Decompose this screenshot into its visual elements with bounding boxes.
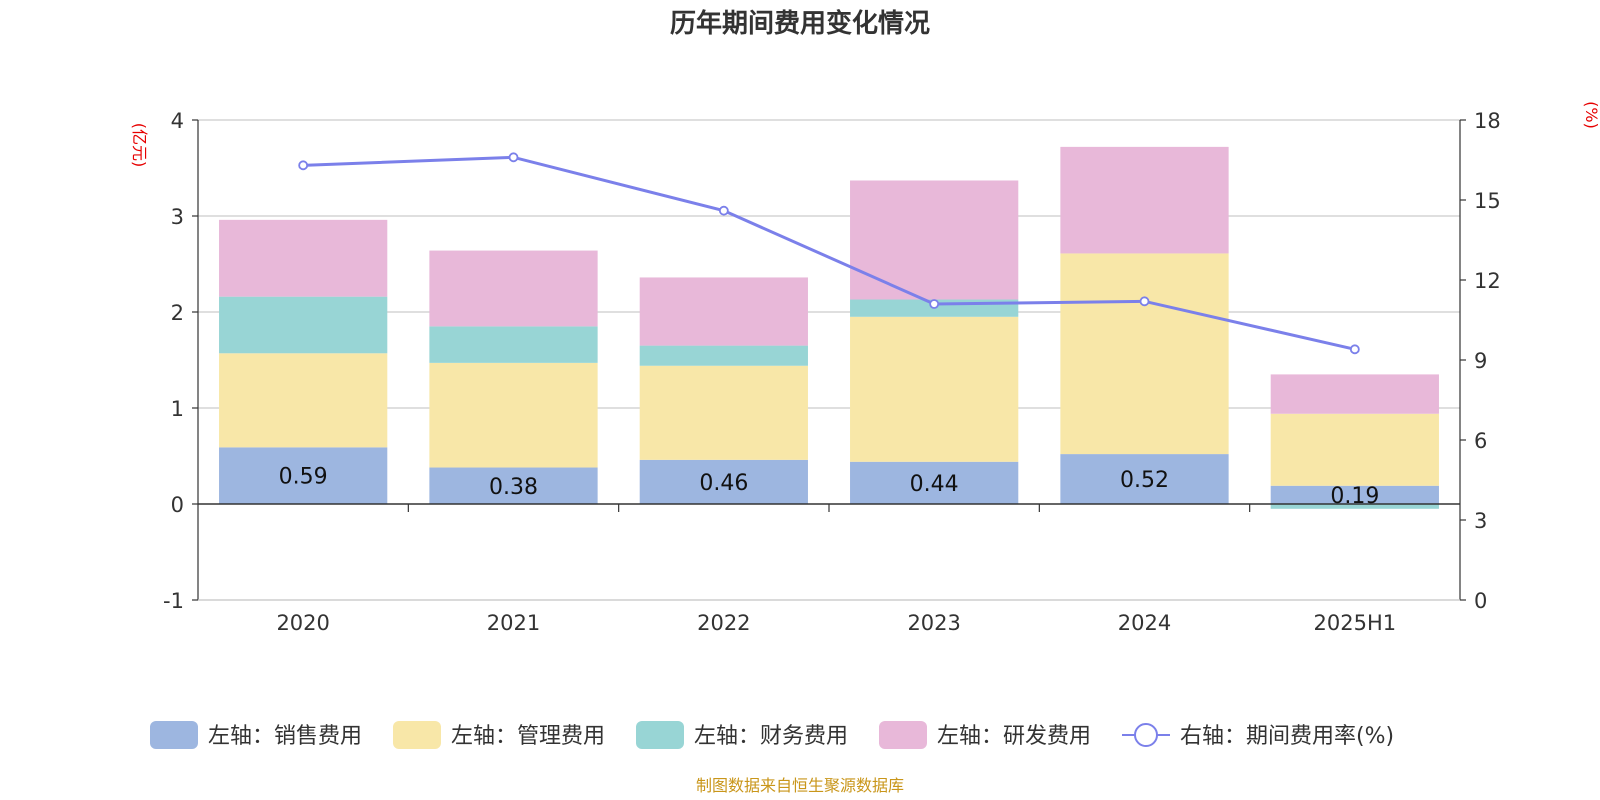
right-axis-unit: (%)	[1582, 101, 1600, 129]
bar-segment	[219, 447, 388, 504]
bar-segment	[1270, 374, 1439, 414]
bar-segment	[219, 219, 388, 297]
left-tick-label: 0	[171, 493, 184, 517]
data-labels: 0.59 0.38 0.46 0.44 0.52 0.19	[279, 465, 1380, 509]
bar-segment	[1060, 253, 1229, 455]
bar-data-label: 0.19	[1330, 484, 1379, 509]
bar-segment	[1270, 504, 1439, 509]
category-label: 2022	[697, 611, 750, 635]
category-label: 2023	[907, 611, 960, 635]
bar-segment	[219, 353, 388, 448]
legend-label: 左轴：研发费用	[937, 724, 1091, 749]
legend-marker	[1134, 723, 1158, 747]
left-axis-unit: (亿元)	[130, 123, 149, 168]
category-label: 2021	[487, 611, 540, 635]
left-tick-label: 1	[171, 397, 184, 421]
line-point	[929, 299, 940, 309]
bar-segment	[219, 296, 388, 354]
left-tick-label: 3	[171, 205, 184, 229]
right-tick-label: 9	[1474, 349, 1487, 373]
bar-layer	[219, 146, 1439, 509]
bar-segment	[1270, 485, 1439, 504]
legend-label: 右轴：期间费用率(%)	[1180, 724, 1394, 749]
bar-segment	[429, 250, 598, 327]
line-point	[508, 152, 519, 163]
line-point	[1349, 344, 1360, 355]
bar-segment	[850, 461, 1019, 504]
left-tick-label: 4	[171, 109, 184, 133]
right-tick-label: 12	[1474, 269, 1501, 293]
category-label: 2025H1	[1314, 611, 1397, 635]
chart-title: 历年期间费用变化情况	[670, 8, 930, 39]
line-point	[298, 160, 309, 171]
right-tick-label: 3	[1474, 509, 1487, 533]
left-tick-label: 2	[171, 301, 184, 325]
bar-segment	[1060, 146, 1229, 254]
source-note: 制图数据来自恒生聚源数据库	[696, 776, 904, 795]
bar-data-label: 0.46	[699, 471, 748, 496]
bar-segment	[429, 362, 598, 468]
expense-rate-line	[303, 155, 1356, 351]
bar-segment	[850, 180, 1019, 300]
category-label: 2020	[276, 611, 329, 635]
bar-data-label: 0.44	[910, 472, 959, 497]
left-tick-label: -1	[163, 589, 184, 613]
bar-segment	[429, 326, 598, 363]
bar-segment	[639, 459, 808, 504]
legend: 左轴：销售费用 左轴：管理费用 左轴：财务费用 左轴：研发费用 右轴：期间费用率(%)	[150, 721, 1394, 749]
bar-segment	[1270, 413, 1439, 486]
category-label: 2024	[1118, 611, 1171, 635]
bar-segment	[639, 365, 808, 460]
legend-swatch	[150, 721, 198, 749]
legend-label: 左轴：销售费用	[208, 724, 362, 749]
bar-data-label: 0.59	[279, 465, 328, 490]
legend-swatch	[879, 721, 927, 749]
bar-data-label: 0.38	[489, 475, 538, 500]
bar-segment	[1060, 454, 1229, 504]
legend-label: 左轴：管理费用	[451, 724, 605, 749]
right-tick-label: 15	[1474, 189, 1501, 213]
bar-data-label: 0.52	[1120, 468, 1169, 493]
bar-segment	[639, 277, 808, 346]
bar-segment	[639, 345, 808, 366]
bar-segment	[850, 316, 1019, 462]
line-point	[718, 205, 729, 216]
right-tick-label: 6	[1474, 429, 1487, 453]
legend-swatch	[636, 721, 684, 749]
legend-label: 左轴：财务费用	[694, 724, 848, 749]
line-point	[1139, 296, 1150, 307]
line-layer	[298, 152, 1360, 355]
bar-segment	[429, 467, 598, 504]
right-tick-label: 0	[1474, 589, 1487, 613]
legend-swatch	[393, 721, 441, 749]
right-tick-label: 18	[1474, 109, 1501, 133]
